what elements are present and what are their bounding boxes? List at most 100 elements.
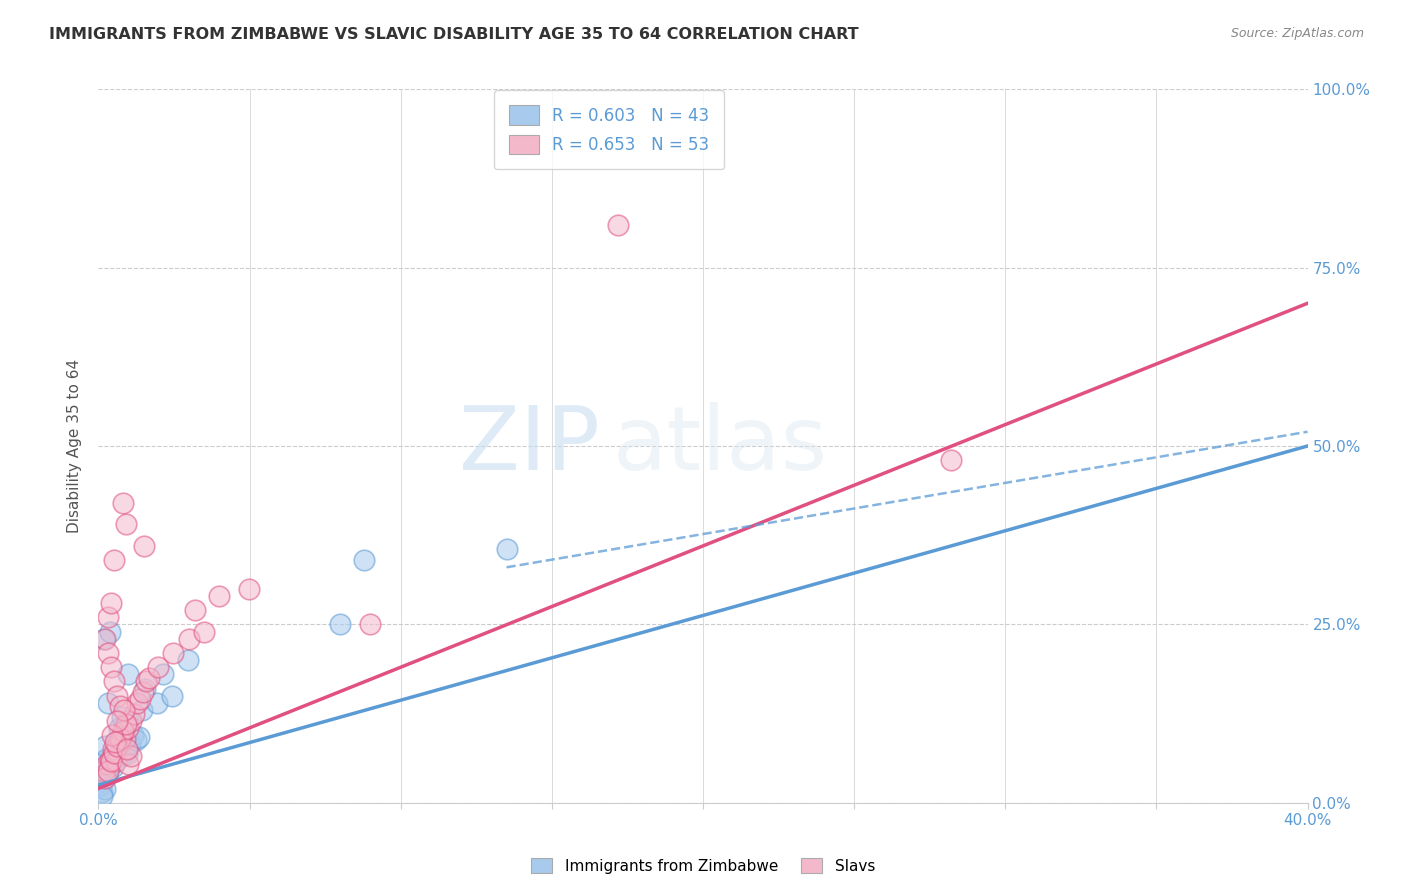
Point xyxy=(110,699,132,714)
Y-axis label: Disability Age 35 to 64: Disability Age 35 to 64 xyxy=(67,359,83,533)
Point xyxy=(104,735,127,749)
Point xyxy=(103,746,125,760)
Point xyxy=(105,739,128,753)
Point xyxy=(115,517,138,532)
Point xyxy=(107,747,129,762)
Point xyxy=(107,689,129,703)
Point xyxy=(96,756,118,771)
Point xyxy=(131,703,153,717)
Point xyxy=(134,539,156,553)
Point xyxy=(105,742,128,756)
Point xyxy=(100,728,122,742)
Point xyxy=(129,692,152,706)
Point xyxy=(96,767,118,781)
Point xyxy=(122,706,145,721)
Point xyxy=(97,646,120,660)
Point xyxy=(94,781,117,796)
Point xyxy=(98,756,121,771)
Point xyxy=(138,671,160,685)
Point xyxy=(100,755,122,769)
Point xyxy=(98,758,121,772)
Point xyxy=(90,774,112,789)
Point xyxy=(359,617,381,632)
Point xyxy=(117,721,139,735)
Point xyxy=(135,674,157,689)
Point xyxy=(105,714,128,728)
Point xyxy=(146,696,169,710)
Point xyxy=(100,596,122,610)
Point xyxy=(98,753,121,767)
Point xyxy=(495,542,517,557)
Point xyxy=(177,632,200,646)
Point xyxy=(134,681,156,696)
Point xyxy=(93,632,115,646)
Point xyxy=(115,742,138,756)
Point xyxy=(128,730,150,744)
Point xyxy=(111,728,134,742)
Point xyxy=(101,742,124,756)
Point xyxy=(103,747,125,762)
Legend: Immigrants from Zimbabwe, Slavs: Immigrants from Zimbabwe, Slavs xyxy=(524,852,882,880)
Text: Source: ZipAtlas.com: Source: ZipAtlas.com xyxy=(1230,27,1364,40)
Point xyxy=(91,789,114,803)
Point xyxy=(329,617,352,632)
Point xyxy=(94,739,117,753)
Point xyxy=(90,785,112,799)
Point xyxy=(148,660,170,674)
Point xyxy=(112,746,135,760)
Point xyxy=(97,764,120,778)
Point xyxy=(104,735,127,749)
Point xyxy=(111,710,134,724)
Point xyxy=(96,764,118,778)
Point xyxy=(152,667,174,681)
Point xyxy=(115,717,138,731)
Point xyxy=(939,453,962,467)
Point xyxy=(108,721,131,735)
Point xyxy=(117,714,139,728)
Point xyxy=(104,744,127,758)
Point xyxy=(101,751,124,765)
Point xyxy=(122,728,145,742)
Point xyxy=(112,496,135,510)
Point xyxy=(162,689,184,703)
Point xyxy=(117,667,139,681)
Point xyxy=(112,703,135,717)
Point xyxy=(103,674,125,689)
Point xyxy=(111,724,134,739)
Point xyxy=(97,610,120,624)
Point xyxy=(353,553,375,567)
Point xyxy=(115,747,138,761)
Point xyxy=(90,778,112,792)
Point xyxy=(108,735,131,749)
Point xyxy=(98,624,121,639)
Point xyxy=(120,737,142,751)
Point xyxy=(93,771,115,785)
Point xyxy=(110,749,132,764)
Point xyxy=(97,696,120,710)
Text: atlas: atlas xyxy=(613,402,828,490)
Text: IMMIGRANTS FROM ZIMBABWE VS SLAVIC DISABILITY AGE 35 TO 64 CORRELATION CHART: IMMIGRANTS FROM ZIMBABWE VS SLAVIC DISAB… xyxy=(49,27,859,42)
Point xyxy=(125,733,148,747)
Point xyxy=(104,755,127,769)
Point xyxy=(132,685,155,699)
Point xyxy=(94,752,117,766)
Point xyxy=(91,754,114,768)
Point xyxy=(94,632,117,646)
Point xyxy=(103,553,125,567)
Point xyxy=(176,653,198,667)
Point xyxy=(208,589,231,603)
Point xyxy=(101,760,124,774)
Point xyxy=(108,731,131,746)
Point xyxy=(120,749,142,764)
Point xyxy=(93,764,115,778)
Point xyxy=(100,660,122,674)
Point xyxy=(127,696,149,710)
Point xyxy=(183,603,205,617)
Point xyxy=(193,624,215,639)
Text: ZIP: ZIP xyxy=(460,402,600,490)
Point xyxy=(117,756,139,771)
Point xyxy=(607,218,630,232)
Legend: R = 0.603   N = 43, R = 0.653   N = 53: R = 0.603 N = 43, R = 0.653 N = 53 xyxy=(494,90,724,169)
Point xyxy=(94,771,117,785)
Point xyxy=(114,731,136,746)
